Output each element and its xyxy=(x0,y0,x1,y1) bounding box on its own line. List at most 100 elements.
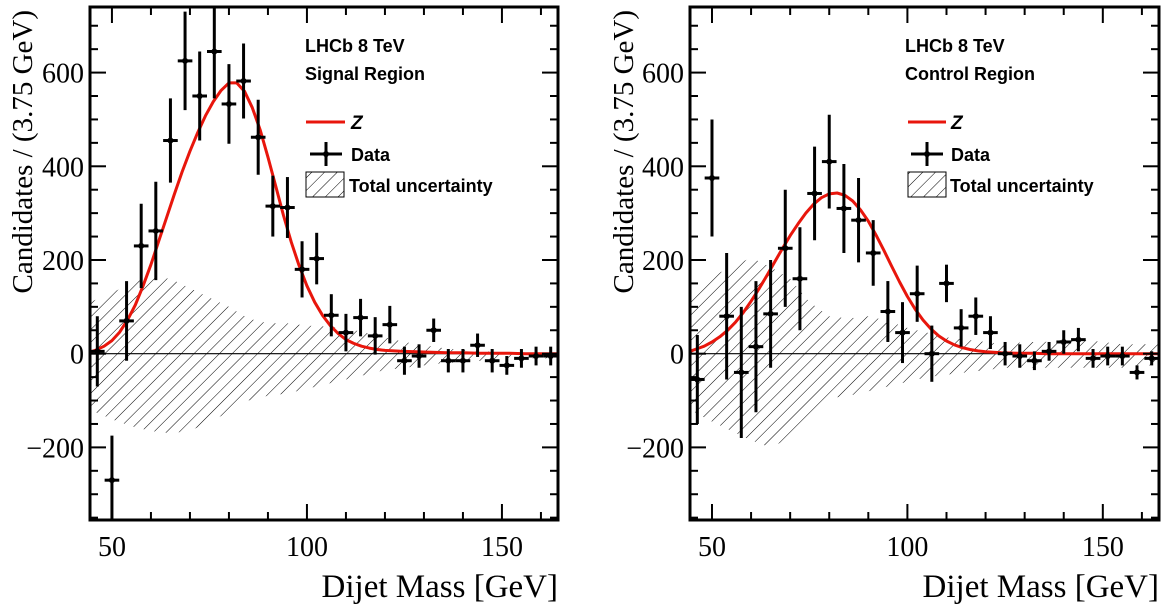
legend-z-label: Z xyxy=(350,113,364,134)
data-point-marker xyxy=(1075,336,1082,343)
x-axis-label: Dijet Mass [GeV] xyxy=(923,569,1159,605)
data-point xyxy=(353,298,368,337)
data-point xyxy=(1056,330,1072,354)
data-point xyxy=(148,181,164,281)
x-tick-label: 50 xyxy=(698,532,726,563)
data-point xyxy=(924,325,940,382)
data-point xyxy=(119,281,134,361)
data-point-marker xyxy=(342,329,349,336)
data-point xyxy=(792,227,808,331)
data-point-marker xyxy=(474,342,481,349)
legend-data-swatch xyxy=(310,142,342,166)
data-point-marker xyxy=(855,217,862,224)
data-point-marker xyxy=(1060,338,1067,345)
data-point xyxy=(543,346,558,366)
y-tick-label: 200 xyxy=(42,246,84,277)
y-tick-label: −200 xyxy=(626,433,684,464)
y-tick-label: 400 xyxy=(42,152,84,183)
data-point xyxy=(528,346,544,366)
data-point xyxy=(1071,327,1086,352)
data-point xyxy=(470,333,485,357)
data-point-marker xyxy=(708,175,715,181)
legend-uncertainty-label: Total uncertainty xyxy=(349,176,493,196)
data-point xyxy=(221,64,237,144)
data-point-marker xyxy=(284,204,291,211)
data-point xyxy=(763,259,778,368)
data-point-marker xyxy=(972,313,979,320)
uncertainty-band-layer xyxy=(90,276,558,434)
region-label: Signal Region xyxy=(305,64,425,84)
data-point-marker xyxy=(416,353,423,360)
data-point-marker xyxy=(914,290,921,297)
data-point-marker xyxy=(928,350,935,357)
y-axis-label: Candidates / (3.75 GeV) xyxy=(608,10,640,294)
data-point-marker xyxy=(167,137,174,144)
x-tick-label: 150 xyxy=(1082,532,1124,563)
data-point-marker xyxy=(884,308,891,315)
data-point-marker xyxy=(811,190,818,197)
data-point xyxy=(177,11,193,111)
data-point-marker xyxy=(533,353,540,360)
data-point xyxy=(280,177,295,238)
legend-data-swatch xyxy=(911,142,943,166)
data-point xyxy=(719,252,734,380)
data-point xyxy=(997,341,1013,366)
axes-layer: 50 100 150 −200 0 200 400 600 xyxy=(626,5,1161,563)
experiment-label: LHCb 8 TeV xyxy=(905,36,1005,56)
data-point xyxy=(484,349,500,373)
data-point-marker xyxy=(182,57,189,64)
data-point-marker xyxy=(489,357,496,364)
data-point xyxy=(455,349,471,373)
data-point xyxy=(426,318,441,342)
data-points-layer xyxy=(90,7,558,520)
legend-data-label: Data xyxy=(351,145,391,165)
region-label: Control Region xyxy=(905,64,1035,84)
data-point xyxy=(207,7,222,99)
z-curve-layer xyxy=(89,81,558,356)
y-tick-label: 400 xyxy=(642,152,684,183)
data-point-marker xyxy=(138,242,145,249)
data-point xyxy=(1041,341,1057,361)
z-curve-layer xyxy=(689,191,1159,356)
z-curve xyxy=(689,191,1159,356)
legend-uncertainty-swatch xyxy=(907,171,947,198)
data-point-marker xyxy=(518,355,525,362)
data-point-marker xyxy=(313,255,320,262)
data-point-marker xyxy=(225,100,232,107)
plot-frame xyxy=(88,5,560,522)
data-point-marker xyxy=(299,266,306,273)
data-point xyxy=(968,297,984,335)
y-tick-label: 600 xyxy=(642,59,684,90)
data-point xyxy=(499,356,515,375)
y-tick-label: 200 xyxy=(642,246,684,277)
data-point-marker xyxy=(386,321,393,328)
data-point-marker xyxy=(503,362,510,369)
control-region-panel: 50 100 150 −200 0 200 400 600 LHCb 8 TeV Contro… xyxy=(608,5,1161,605)
data-point-marker xyxy=(958,324,965,331)
data-point xyxy=(1115,346,1130,366)
data-point-marker xyxy=(211,48,218,55)
data-point-marker xyxy=(123,317,130,324)
data-point-marker xyxy=(767,310,774,317)
data-point xyxy=(382,305,398,344)
y-tick-label: 0 xyxy=(670,340,684,371)
data-point xyxy=(865,220,881,286)
data-point xyxy=(939,264,954,303)
y-tick-label: 600 xyxy=(42,59,84,90)
data-point-marker xyxy=(1119,353,1126,360)
data-point-marker xyxy=(1134,369,1141,376)
data-point-marker xyxy=(870,249,877,256)
data-point xyxy=(324,294,339,337)
data-point xyxy=(1129,365,1145,380)
data-point-marker xyxy=(1148,355,1155,362)
data-point-marker xyxy=(357,314,364,321)
data-point xyxy=(514,349,529,368)
y-tick-label: −200 xyxy=(26,433,84,464)
data-point-marker xyxy=(899,329,906,336)
data-point xyxy=(338,313,354,352)
data-point xyxy=(1012,344,1028,368)
data-point-marker xyxy=(108,477,115,484)
data-point xyxy=(133,203,149,289)
data-point xyxy=(836,163,852,253)
